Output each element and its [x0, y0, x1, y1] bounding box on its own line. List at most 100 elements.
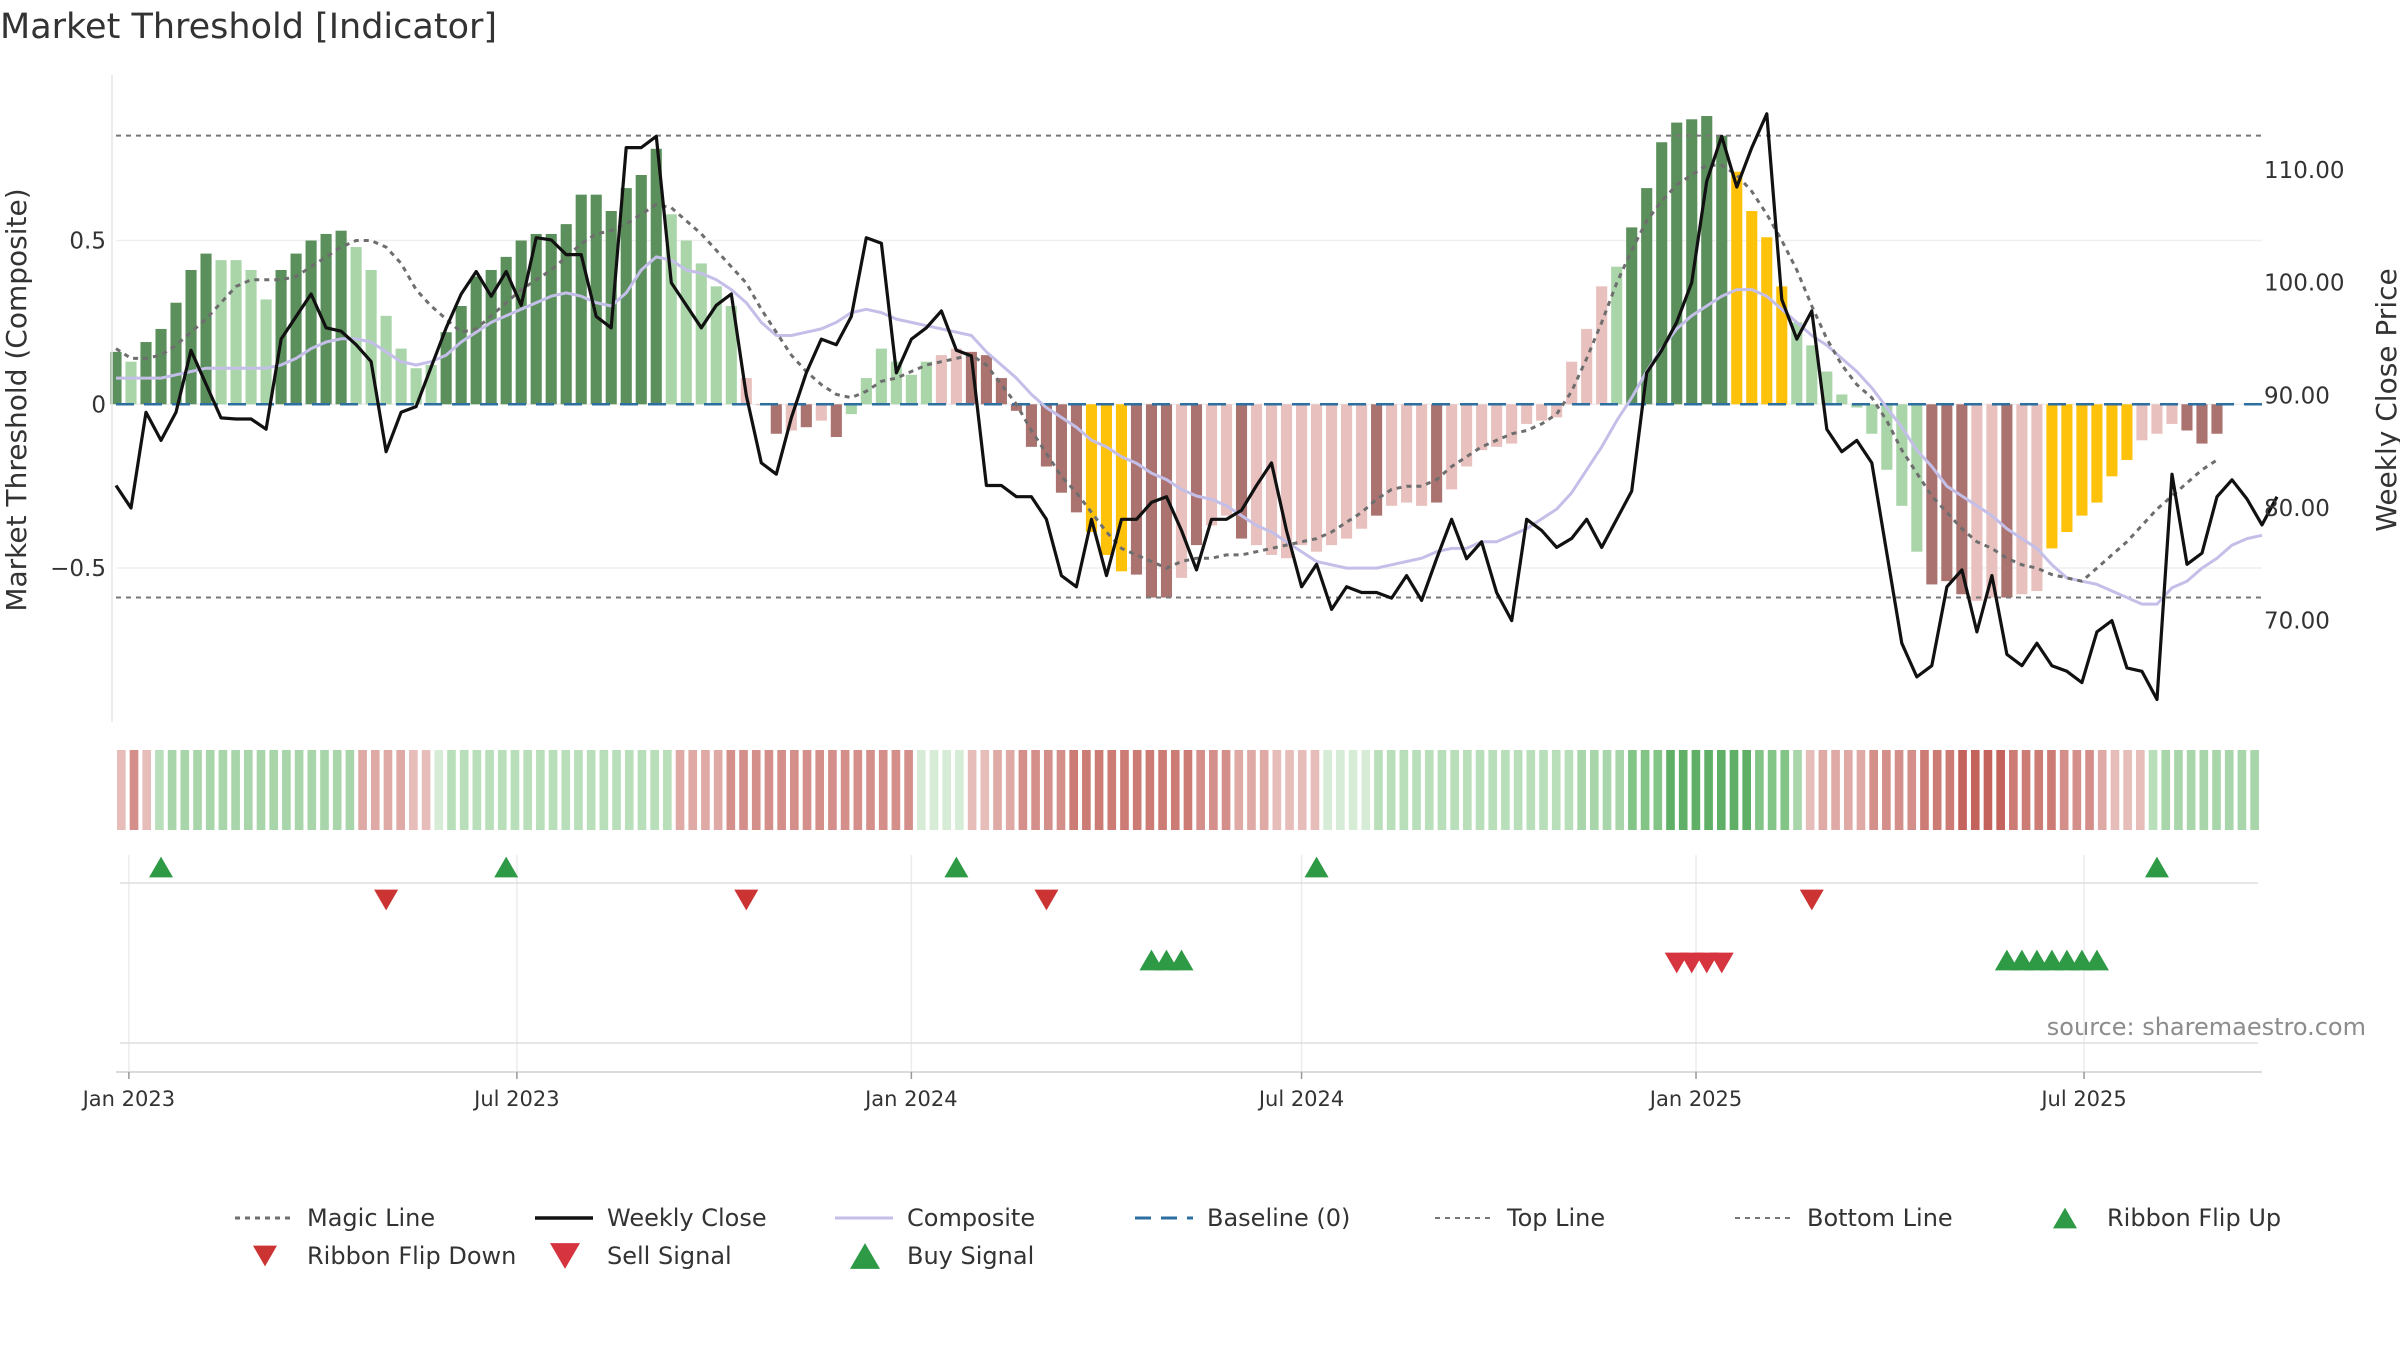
composite-bar [500, 256, 512, 405]
composite-bar [1566, 361, 1578, 405]
composite-bar [1235, 404, 1248, 539]
y-right-tick-label: 70.00 [2264, 609, 2330, 635]
ribbon-cell [866, 750, 875, 830]
composite-bar [890, 361, 902, 405]
ribbon-cell [459, 750, 469, 830]
buy-signal-marker [1169, 949, 1194, 971]
composite-bar [1371, 404, 1383, 516]
composite-bar [845, 404, 857, 415]
composite-bar [1265, 404, 1278, 555]
composite-bar [200, 253, 212, 405]
ribbon-cell [1196, 750, 1205, 830]
ribbon-cell [916, 750, 926, 830]
composite-line [116, 255, 2263, 606]
y-right-tick-label: 110.00 [2264, 158, 2344, 184]
composite-bar [1311, 404, 1323, 552]
composite-bar [2076, 404, 2088, 516]
composite-bar [1731, 171, 1743, 405]
ribbon-cell [117, 750, 126, 830]
legend-item: Sell Signal [550, 1242, 732, 1270]
y-right-tick-label: 80.00 [2264, 496, 2330, 522]
composite-bar [1130, 404, 1143, 575]
composite-bar [2106, 404, 2118, 477]
composite-bar [2151, 404, 2163, 434]
ribbon-cell [1374, 750, 1383, 830]
buy-signal-marker [2024, 949, 2049, 971]
composite-bar [1025, 404, 1037, 447]
ribbon-cell [142, 750, 152, 830]
composite-bar [245, 269, 257, 405]
ribbon-cell [421, 750, 431, 830]
ribbon-cell [409, 750, 418, 830]
composite-bar [1160, 404, 1173, 598]
ribbon-cell [2174, 750, 2183, 830]
ribbon-cell [2123, 750, 2132, 830]
ribbon-cell [1577, 750, 1586, 830]
legend-label: Baseline (0) [1207, 1204, 1350, 1232]
composite-bar [1926, 404, 1938, 585]
composite-bar [2166, 404, 2178, 424]
ribbon-cell [358, 750, 367, 830]
composite-bar [2031, 404, 2043, 591]
composite-bar [965, 351, 977, 405]
composite-bar [1040, 404, 1052, 467]
ribbon-cell [1640, 750, 1650, 830]
composite-bar [920, 361, 932, 405]
ribbon-cell [167, 750, 177, 830]
ribbon-cell [2237, 750, 2247, 830]
composite-bar [320, 233, 332, 405]
ribbon-cell [1348, 750, 1358, 830]
composite-bar [605, 211, 617, 405]
ribbon-cell [256, 750, 266, 830]
ribbon-cell [307, 750, 317, 830]
ribbon-cell [1856, 750, 1866, 830]
composite-bar [1506, 404, 1518, 444]
y-axis-left-label: Market Threshold (Composite) [0, 188, 33, 611]
composite-bar [1476, 404, 1488, 451]
ribbon-cell [1628, 750, 1637, 830]
composite-bar [1220, 404, 1233, 516]
ribbon-cell [1843, 750, 1853, 830]
ribbon-cell [624, 750, 634, 830]
composite-bar [1446, 404, 1458, 490]
ribbon-cell [1666, 750, 1675, 830]
sell-signal-marker [1709, 952, 1734, 974]
ribbon-cell [650, 750, 659, 830]
ribbon-cell [891, 750, 901, 830]
composite-bar [1791, 322, 1803, 405]
composite-bar [215, 260, 227, 405]
ribbon-cell [294, 750, 304, 830]
ribbon-cell [993, 750, 1002, 830]
composite-bar [2091, 404, 2103, 503]
x-tick-label: Jan 2025 [1648, 1087, 1743, 1111]
ribbon-cell [1221, 750, 1231, 830]
ribbon-cell [1589, 750, 1599, 830]
ribbon-cell [1793, 750, 1802, 830]
x-tick-label: Jul 2023 [472, 1087, 559, 1111]
ribbon-cell [1882, 750, 1891, 830]
signal-markers [120, 856, 2258, 1044]
ribbon-cell [1056, 750, 1066, 830]
composite-bar [1986, 404, 1998, 598]
composite-bar [1386, 404, 1398, 506]
ribbon-cell [1945, 750, 1955, 830]
ribbon-cell [713, 750, 723, 830]
composite-bar [1671, 122, 1683, 405]
composite-bar [1686, 119, 1698, 405]
composite-bar [1085, 404, 1098, 533]
buy-signal-marker [2069, 949, 2094, 971]
ribbon-cell [1285, 750, 1294, 830]
ribbon-cell [1488, 750, 1498, 830]
ribbon-cell [383, 750, 393, 830]
ribbon-cell [1615, 750, 1625, 830]
composite-bar [1356, 404, 1368, 529]
legend-item: Ribbon Flip Up [2053, 1204, 2281, 1232]
composite-bar [980, 355, 992, 405]
composite-bar [1521, 404, 1533, 424]
composite-bar [665, 214, 677, 405]
ribbon-cell [1869, 750, 1878, 830]
ribbon-cell [1183, 750, 1193, 830]
ribbon-cell [1958, 750, 1967, 830]
y-axis-right-label: Weekly Close Price [2370, 268, 2400, 531]
